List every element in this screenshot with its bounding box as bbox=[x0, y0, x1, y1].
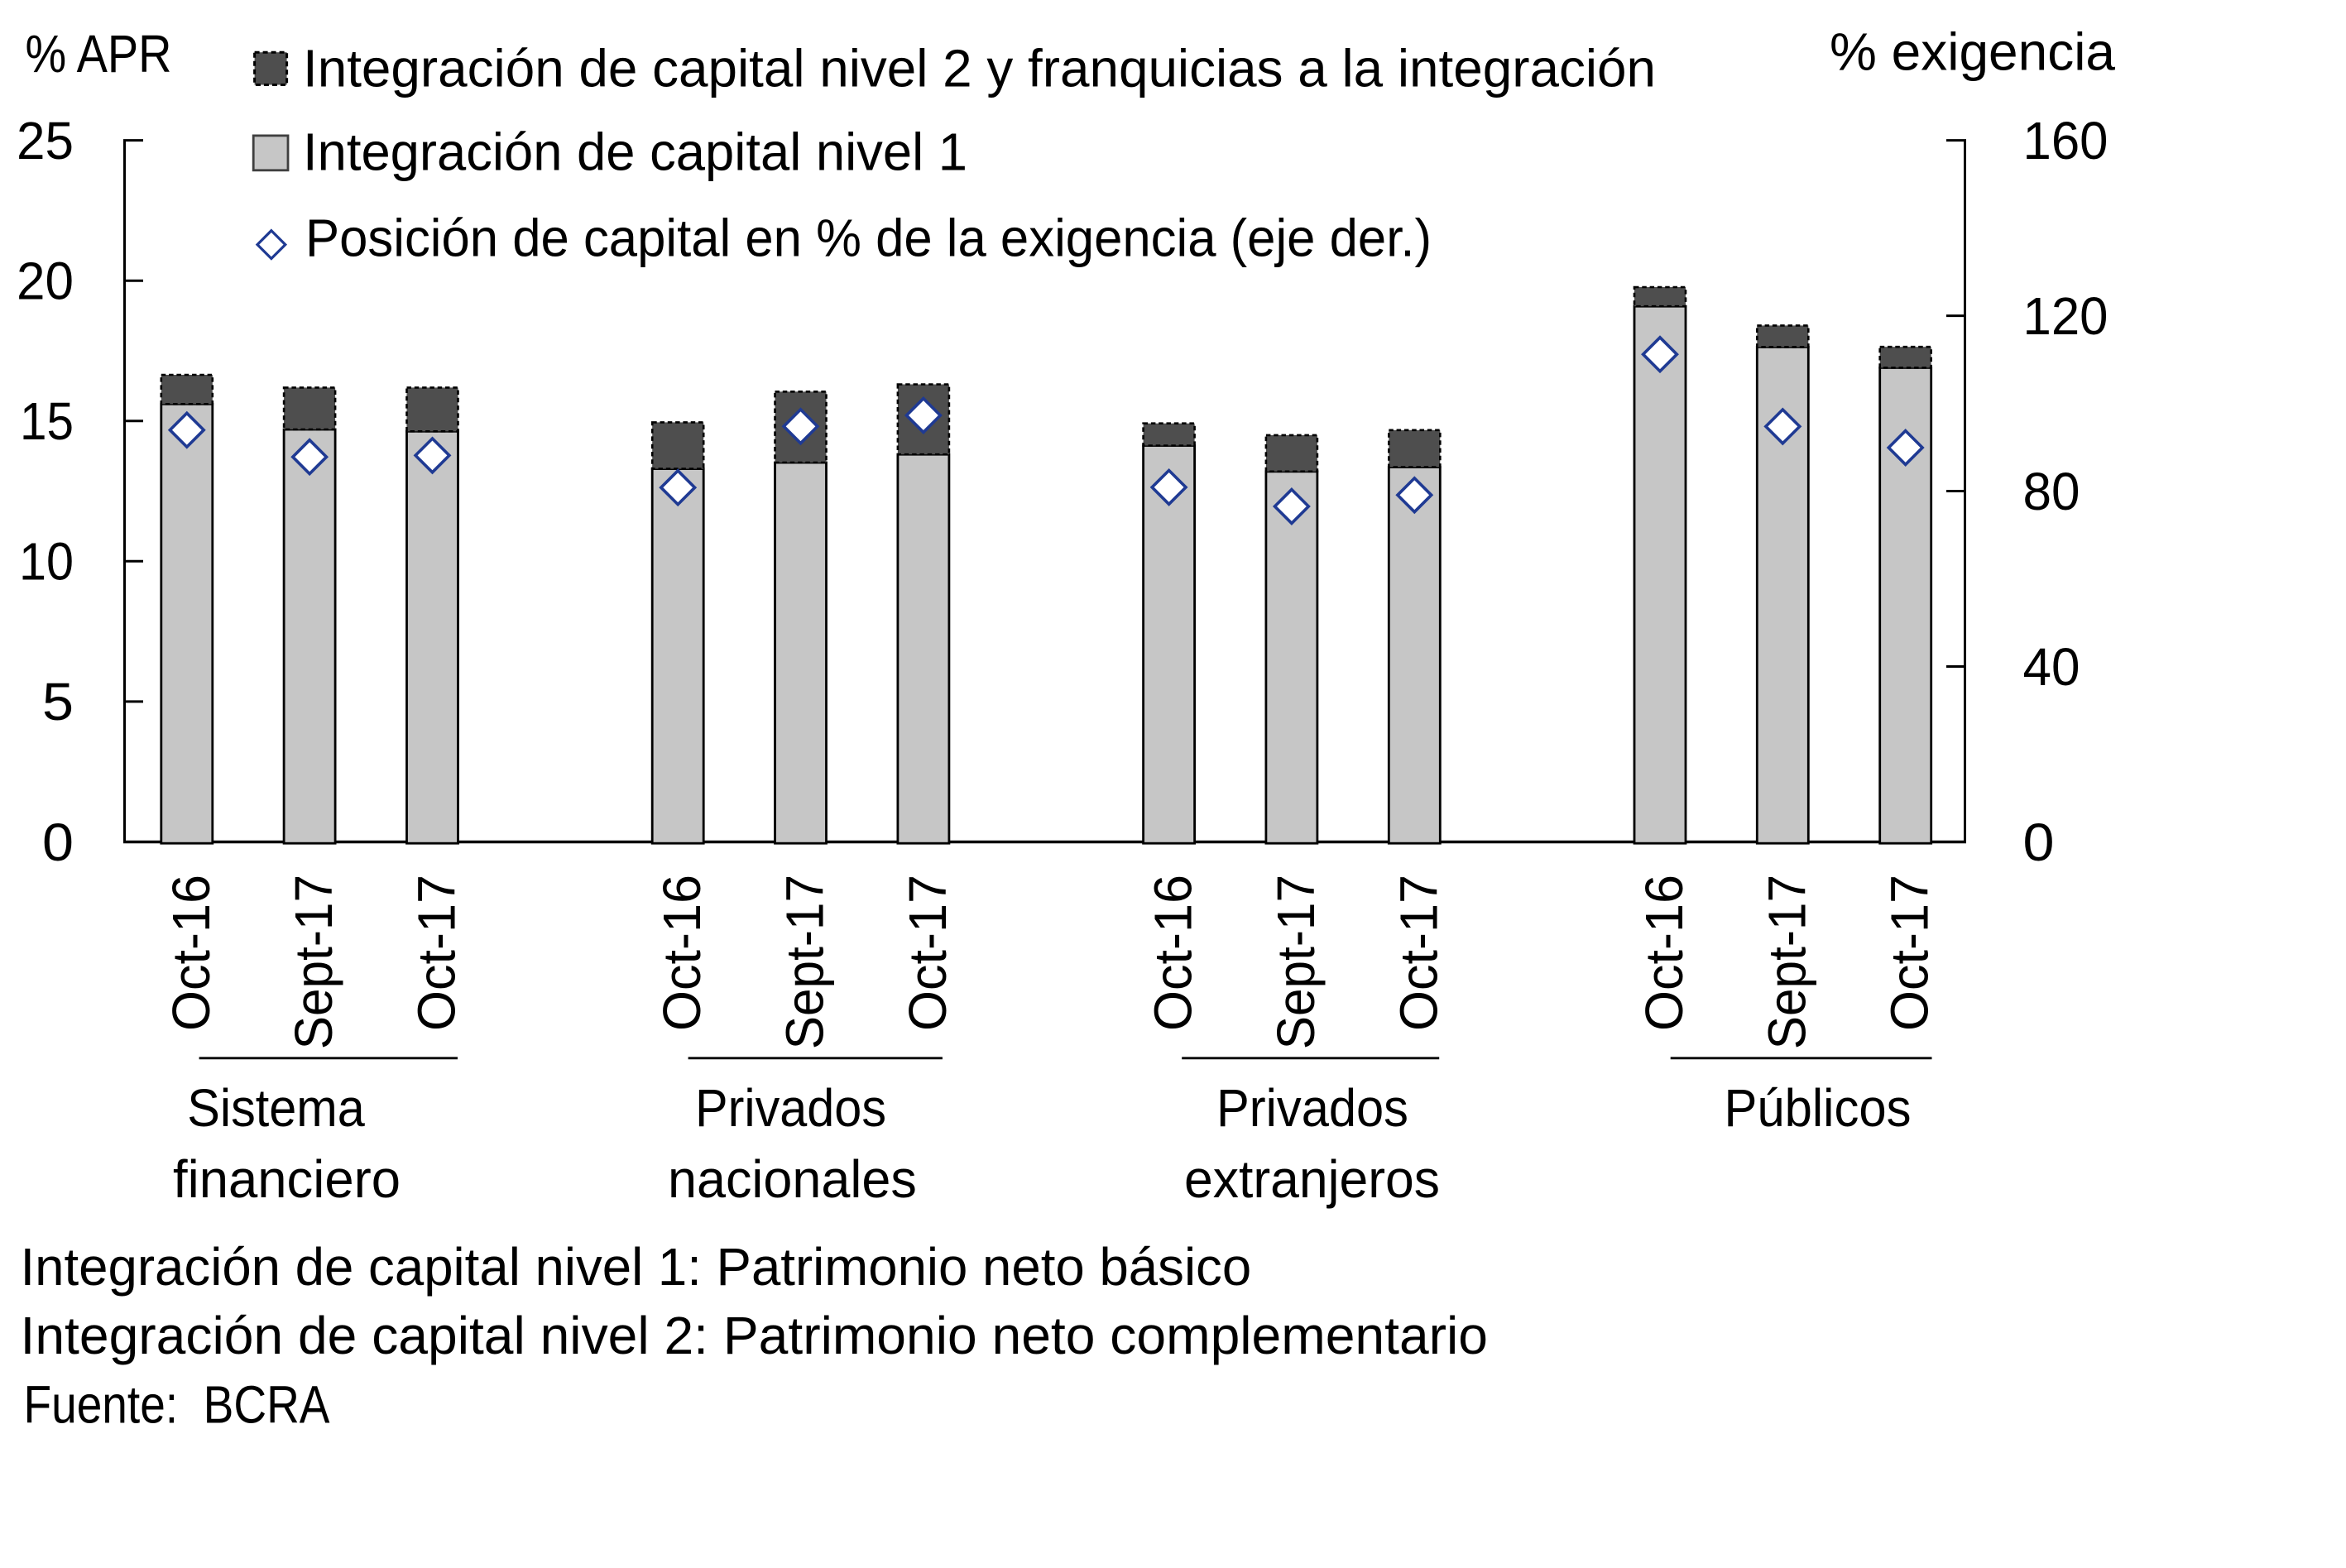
svg-text:Sept-17: Sept-17 bbox=[284, 875, 343, 1049]
svg-text:Oct-16: Oct-16 bbox=[652, 875, 712, 1031]
svg-text:Sistema: Sistema bbox=[187, 1078, 365, 1138]
svg-text:Sept-17: Sept-17 bbox=[1757, 875, 1816, 1049]
svg-text:10: 10 bbox=[19, 532, 74, 592]
svg-text:40: 40 bbox=[2023, 637, 2080, 697]
svg-text:nacionales: nacionales bbox=[668, 1149, 917, 1209]
svg-text:Integración de capital nivel 1: Integración de capital nivel 1 bbox=[303, 122, 967, 182]
svg-text:80: 80 bbox=[2023, 462, 2080, 521]
svg-text:Integración de capital nivel 2: Integración de capital nivel 2: Patrimon… bbox=[21, 1306, 1489, 1365]
svg-text:Sept-17: Sept-17 bbox=[1266, 875, 1326, 1049]
svg-text:Privados: Privados bbox=[1216, 1078, 1408, 1138]
svg-text:Oct-16: Oct-16 bbox=[1634, 875, 1694, 1031]
svg-text:Fuente: BCRA: Fuente: BCRA bbox=[24, 1375, 330, 1435]
svg-text:extranjeros: extranjeros bbox=[1184, 1149, 1440, 1209]
svg-text:% APR: % APR bbox=[26, 24, 172, 84]
svg-text:% exigencia: % exigencia bbox=[1830, 22, 2115, 82]
svg-text:Oct-16: Oct-16 bbox=[161, 875, 221, 1031]
svg-text:15: 15 bbox=[20, 391, 74, 451]
svg-text:Posición de capital en % de la: Posición de capital en % de la exigencia… bbox=[305, 208, 1432, 267]
svg-text:financiero: financiero bbox=[173, 1149, 401, 1209]
svg-text:120: 120 bbox=[2023, 286, 2109, 346]
svg-text:Sept-17: Sept-17 bbox=[775, 875, 835, 1049]
svg-text:160: 160 bbox=[2023, 111, 2109, 170]
svg-text:Oct-17: Oct-17 bbox=[898, 875, 957, 1031]
svg-text:Oct-16: Oct-16 bbox=[1144, 875, 1203, 1031]
svg-text:Oct-17: Oct-17 bbox=[407, 875, 467, 1031]
svg-text:Públicos: Públicos bbox=[1725, 1078, 1912, 1138]
svg-text:25: 25 bbox=[17, 111, 74, 170]
svg-text:Oct-17: Oct-17 bbox=[1880, 875, 1940, 1031]
svg-text:Privados: Privados bbox=[695, 1078, 886, 1138]
svg-text:5: 5 bbox=[42, 672, 74, 731]
svg-text:Integración de capital nivel 1: Integración de capital nivel 1: Patrimon… bbox=[21, 1237, 1252, 1297]
svg-text:0: 0 bbox=[2023, 813, 2055, 872]
svg-text:20: 20 bbox=[17, 252, 74, 311]
svg-text:Integración de capital nivel 2: Integración de capital nivel 2 y franqui… bbox=[303, 39, 1656, 98]
svg-text:Oct-17: Oct-17 bbox=[1389, 875, 1448, 1031]
svg-text:0: 0 bbox=[42, 813, 74, 872]
